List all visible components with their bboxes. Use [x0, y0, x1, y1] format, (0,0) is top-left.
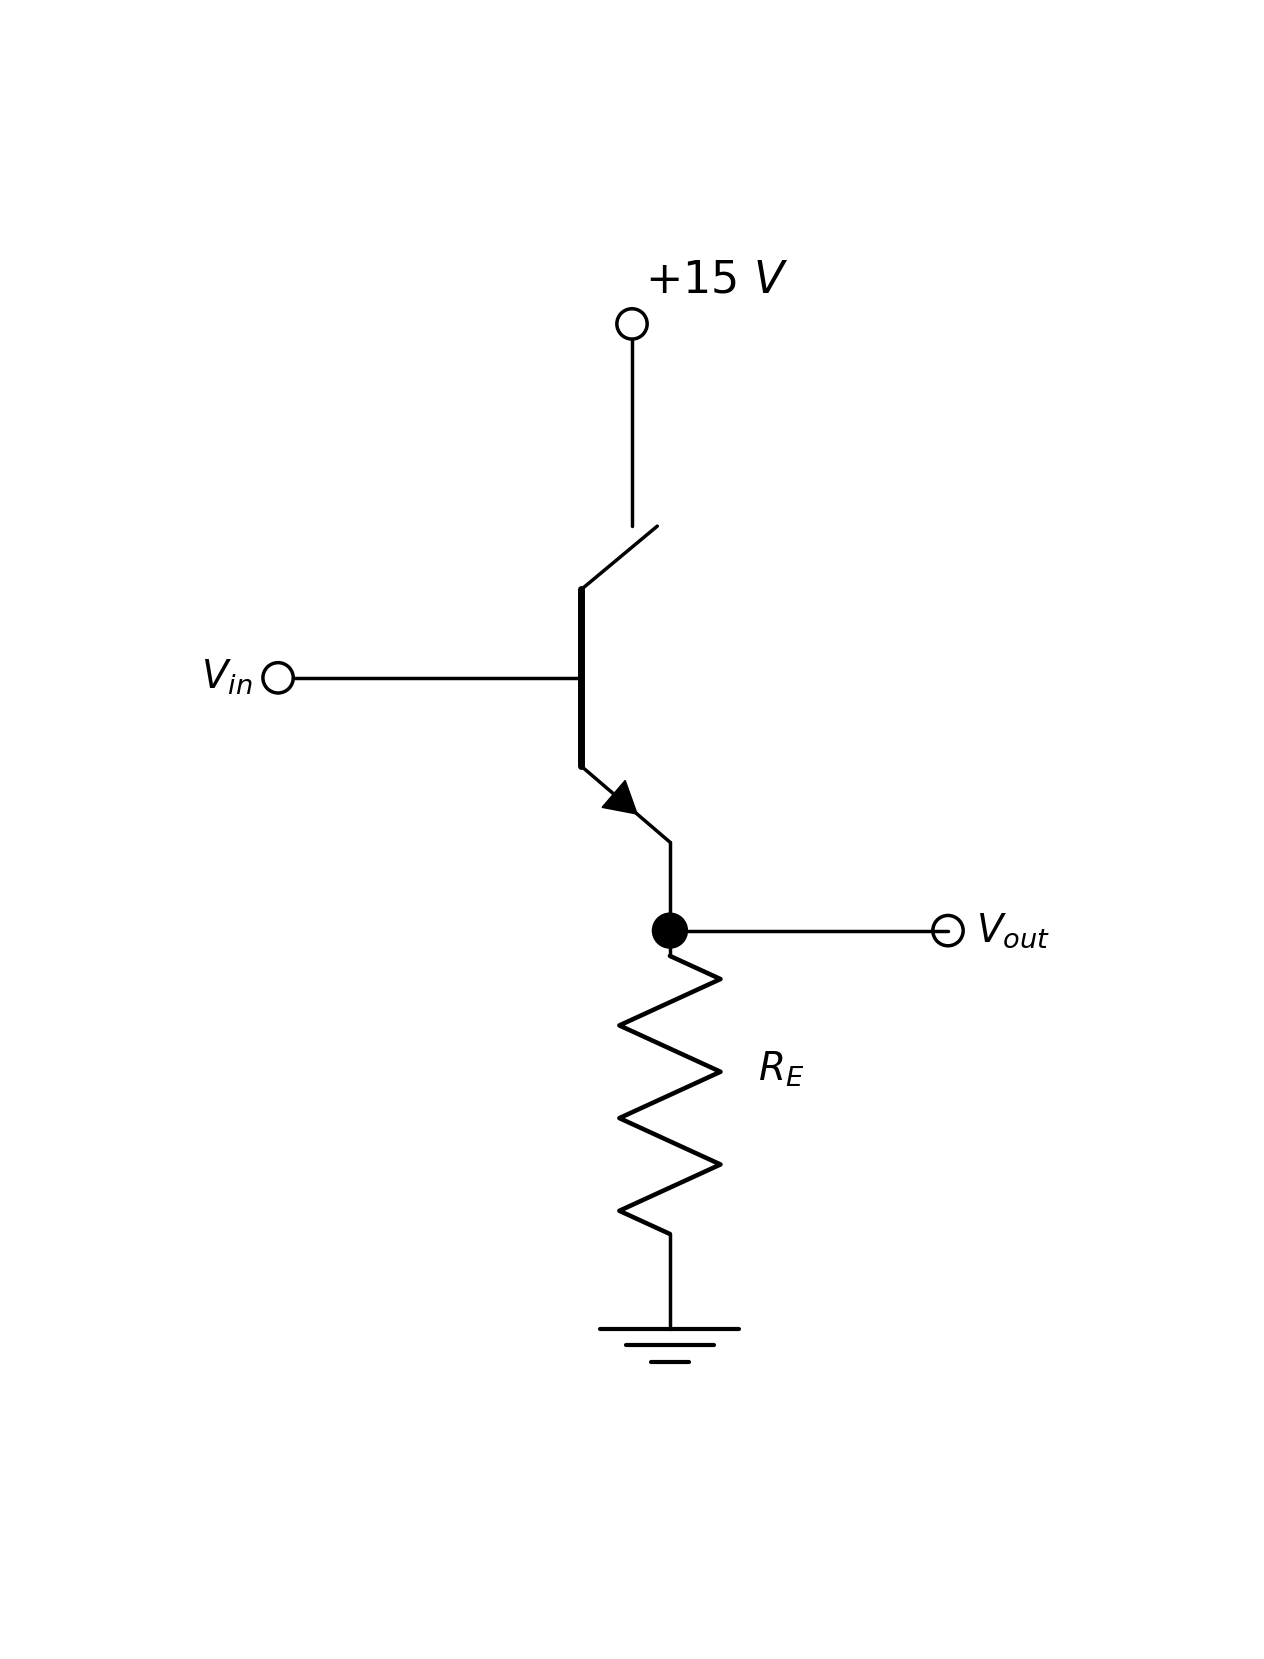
Text: $+15\ V$: $+15\ V$ [645, 259, 787, 302]
Text: $V_{in}$: $V_{in}$ [201, 659, 253, 697]
Text: $R_E$: $R_E$ [758, 1050, 805, 1090]
Text: $V_{out}$: $V_{out}$ [976, 911, 1050, 951]
Circle shape [653, 914, 686, 947]
Polygon shape [602, 780, 637, 815]
